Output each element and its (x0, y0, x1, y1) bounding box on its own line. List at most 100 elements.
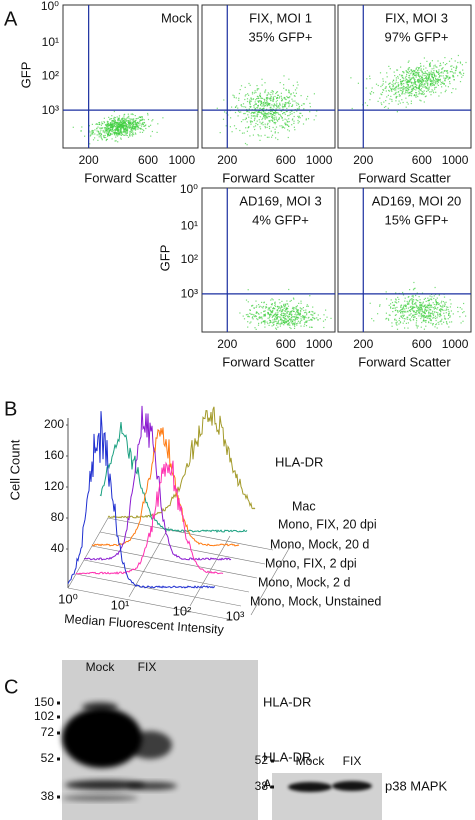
event-dot (290, 311, 292, 313)
event-dot (285, 321, 287, 323)
event-dot (297, 311, 299, 313)
x-tick-label: 1000 (306, 337, 333, 351)
event-dot (92, 131, 94, 134)
event-dot (436, 311, 438, 313)
event-dot (452, 313, 454, 315)
event-dot (386, 298, 388, 300)
event-dot (431, 76, 433, 78)
event-dot (300, 325, 302, 327)
event-dot (394, 314, 396, 316)
event-dot (431, 296, 433, 298)
event-dot (105, 130, 108, 132)
event-dot (105, 138, 108, 141)
event-dot (401, 93, 403, 95)
event-dot (127, 119, 129, 122)
event-dot (304, 312, 306, 314)
event-dot (413, 306, 415, 309)
event-dot (129, 125, 131, 127)
event-dot (246, 98, 249, 100)
event-dot (297, 84, 299, 86)
event-dot (257, 110, 259, 113)
event-dot (307, 95, 309, 98)
event-dot (293, 308, 295, 310)
event-dot (132, 118, 134, 120)
event-dot (128, 125, 130, 127)
event-dot (444, 80, 446, 82)
event-dot (303, 315, 305, 318)
event-dot (407, 307, 409, 309)
event-dot (421, 79, 423, 81)
event-dot (259, 126, 261, 128)
event-dot (255, 122, 257, 125)
event-dot (129, 135, 131, 137)
event-dot (293, 310, 295, 312)
event-dot (275, 328, 278, 330)
event-dot (259, 128, 262, 130)
event-dot (423, 75, 425, 77)
event-dot (104, 127, 106, 129)
event-dot (402, 310, 405, 312)
event-dot (284, 310, 286, 312)
event-dot (397, 86, 399, 88)
event-dot (430, 73, 432, 76)
event-dot (435, 77, 437, 79)
event-dot (258, 322, 260, 324)
event-dot (432, 76, 434, 79)
event-dot (419, 83, 422, 85)
event-dot (275, 101, 277, 103)
event-dot (407, 84, 409, 86)
event-dot (84, 135, 86, 137)
event-dot (305, 118, 307, 120)
event-dot (242, 315, 244, 317)
event-dot (131, 135, 134, 137)
floor-line (107, 517, 274, 551)
event-dot (426, 73, 429, 75)
event-dot (293, 126, 295, 128)
event-dot (135, 119, 137, 122)
plot-title: FIX, MOI 3 (385, 10, 448, 25)
event-dot (457, 54, 459, 57)
event-dot (142, 122, 144, 124)
event-dot (274, 115, 276, 117)
event-dot (462, 74, 464, 76)
event-dot (120, 137, 122, 139)
event-dot (273, 112, 275, 114)
event-dot (294, 321, 296, 323)
event-dot (131, 127, 133, 129)
event-dot (395, 91, 397, 93)
event-dot (264, 116, 266, 118)
event-dot (114, 140, 116, 142)
event-dot (435, 75, 437, 77)
event-dot (248, 116, 250, 118)
event-dot (417, 74, 419, 76)
event-dot (247, 326, 249, 328)
event-dot (297, 122, 299, 124)
event-dot (448, 312, 450, 314)
event-dot (389, 68, 391, 70)
x-tick-label: 600 (412, 337, 432, 351)
event-dot (444, 78, 446, 80)
series-label: Mono, Mock, 2 d (258, 575, 350, 589)
event-dot (275, 92, 277, 95)
event-dot (102, 135, 105, 137)
event-dot (277, 105, 280, 107)
event-dot (271, 303, 273, 305)
event-dot (432, 82, 434, 84)
event-dot (285, 310, 287, 312)
event-dot (446, 322, 448, 324)
event-dot (394, 89, 396, 91)
event-dot (279, 103, 281, 106)
event-dot (371, 318, 373, 320)
event-dot (430, 85, 432, 87)
event-dot (109, 119, 111, 121)
event-dot (428, 317, 430, 320)
event-dot (289, 324, 291, 326)
event-dot (419, 299, 421, 301)
event-dot (273, 321, 275, 323)
event-dot (407, 103, 409, 105)
event-dot (121, 121, 123, 123)
event-dot (256, 88, 258, 90)
event-dot (288, 106, 290, 108)
event-dot (124, 134, 126, 136)
event-dot (290, 94, 292, 96)
